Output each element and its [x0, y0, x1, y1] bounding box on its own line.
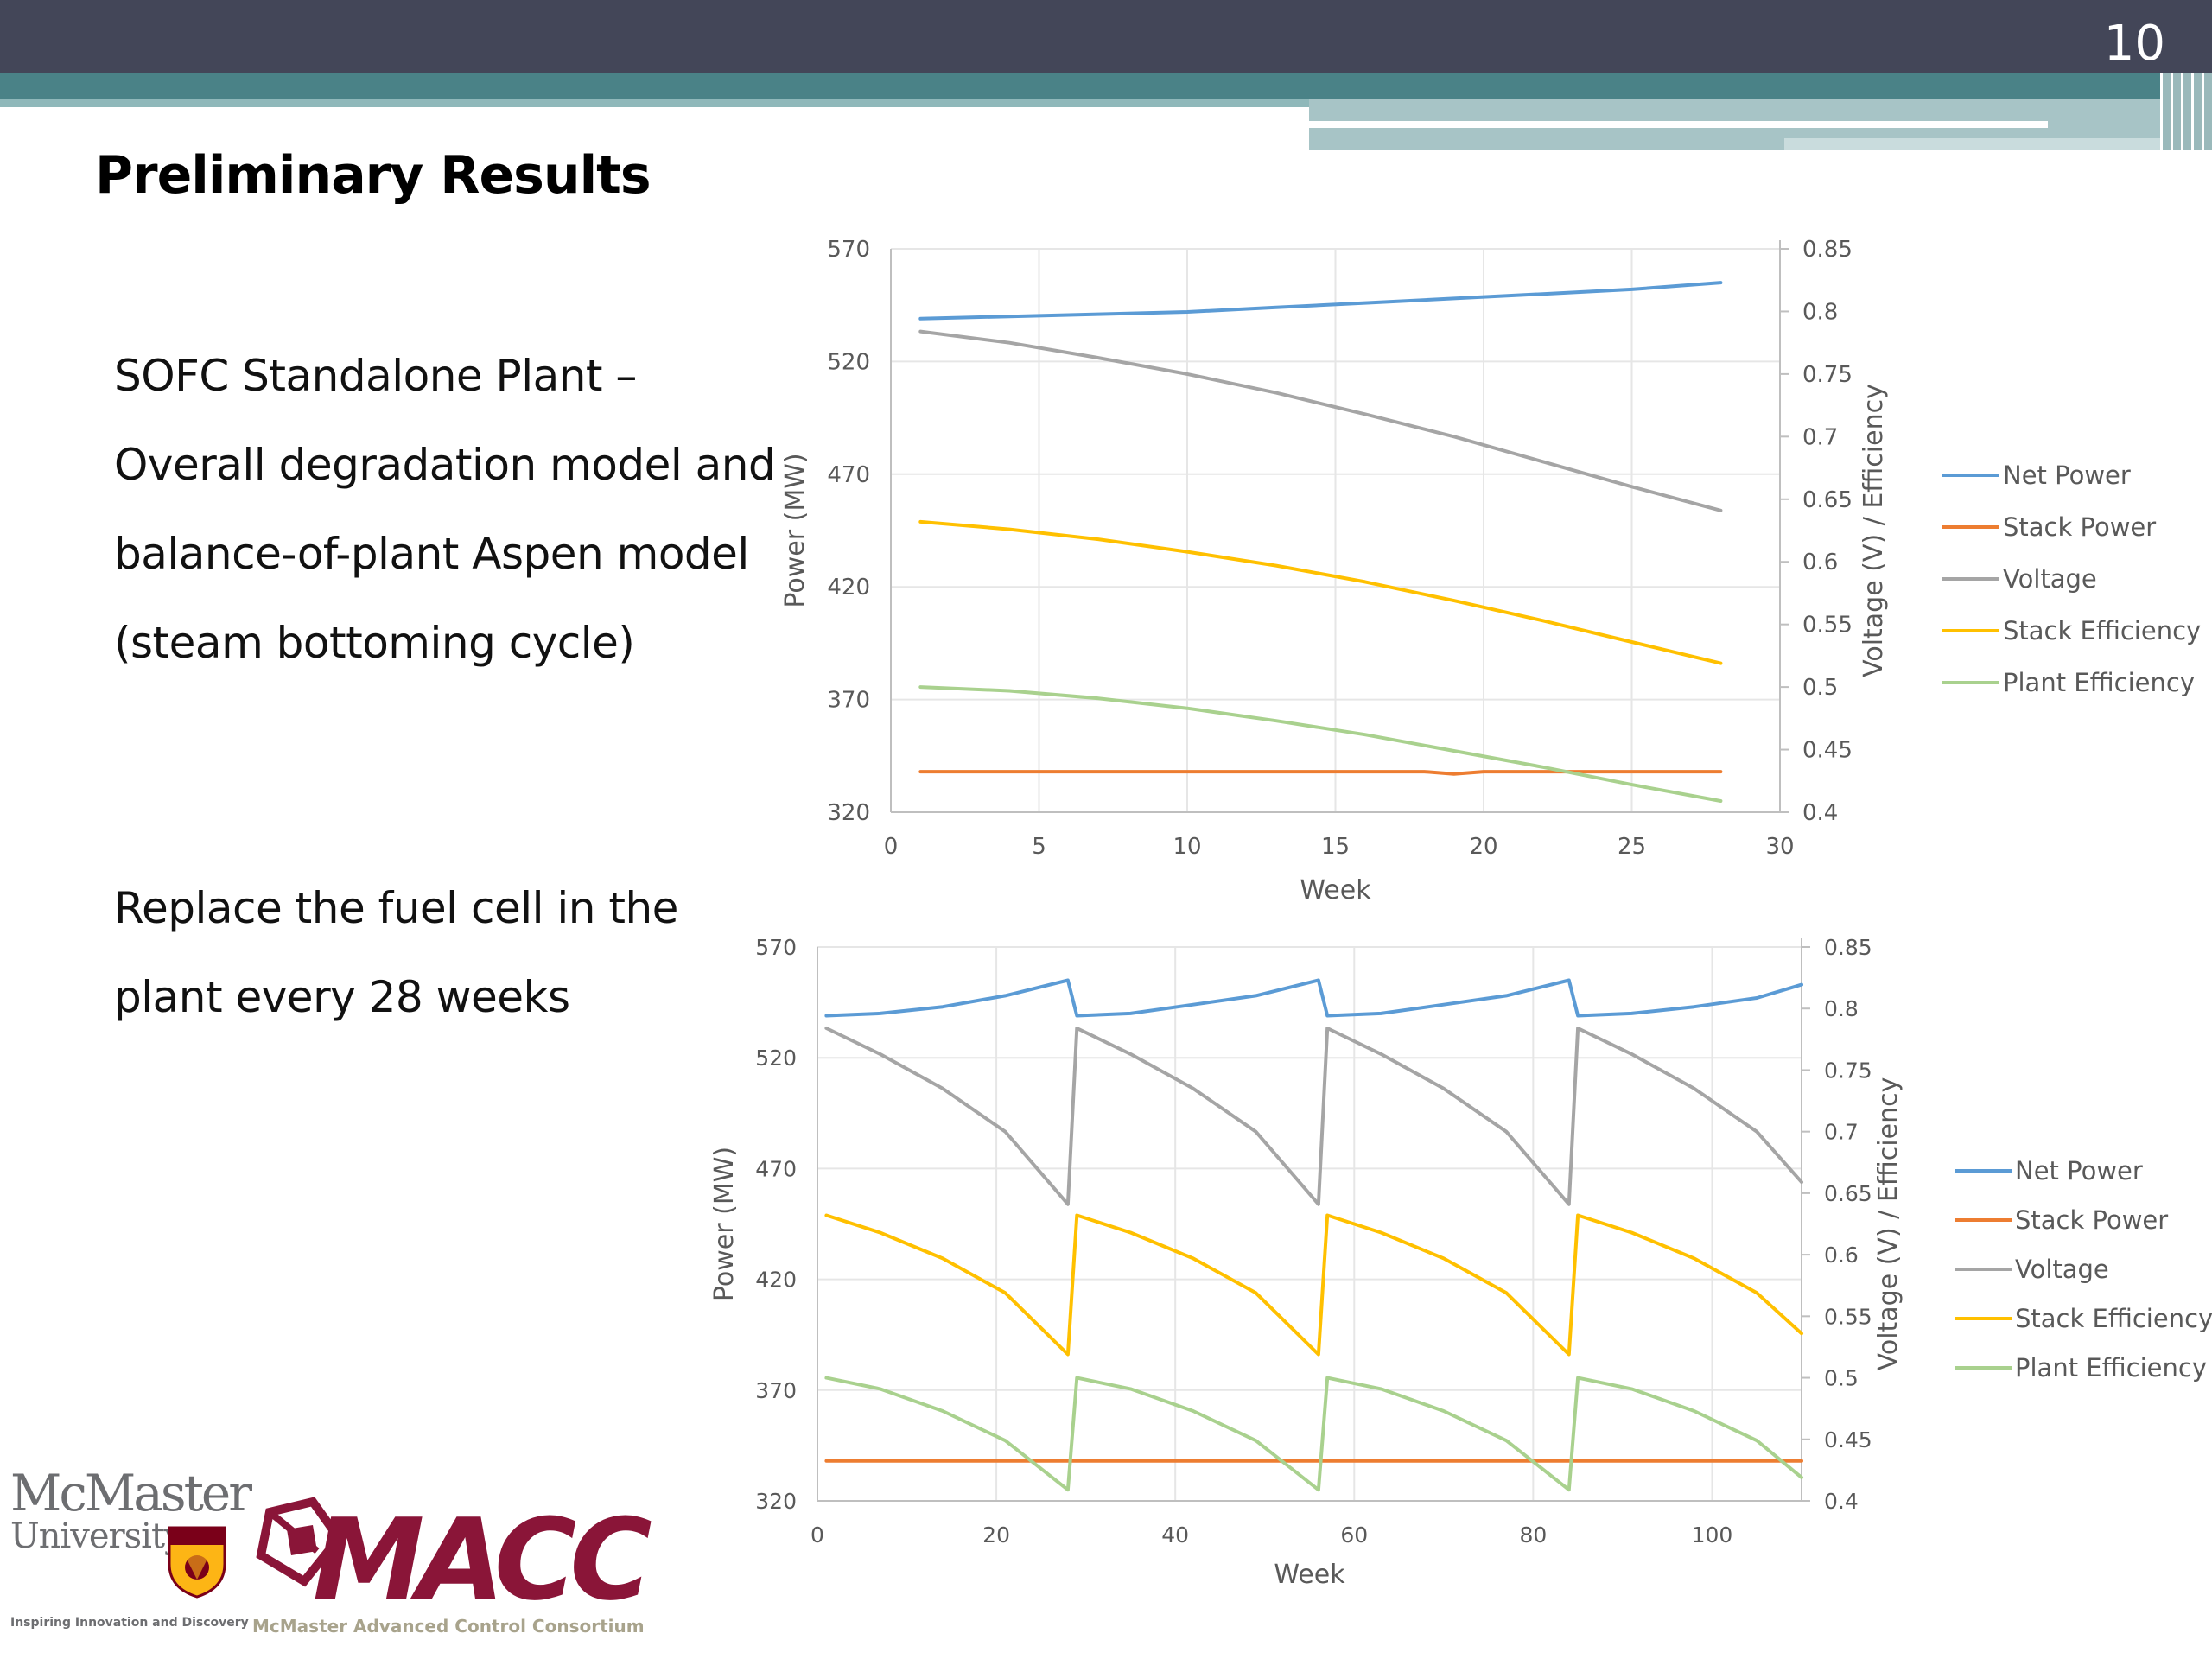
mcmaster-univ: University	[10, 1516, 184, 1556]
y2-tick-label: 0.45	[1824, 1427, 1872, 1452]
text-line: (steam bottoming cycle)	[114, 618, 635, 668]
series-line-stack-power	[918, 770, 1723, 776]
macc-emblem-icon	[256, 1497, 345, 1587]
crest-icon	[168, 1526, 226, 1599]
header-accent-strip	[0, 99, 1309, 107]
y-axis-title: Power (MW)	[709, 1147, 740, 1301]
x-axis-title: Week	[1300, 875, 1371, 906]
y-tick-label: 420	[827, 575, 870, 601]
y2-tick-label: 0.45	[1802, 738, 1853, 764]
macc-logo: MACC McMaster Advanced Control Consortiu…	[252, 1486, 652, 1642]
y2-tick-label: 0.65	[1802, 487, 1853, 513]
y-tick-label: 470	[755, 1156, 797, 1181]
y2-tick-label: 0.55	[1824, 1304, 1872, 1329]
x-tick-label: 100	[1692, 1522, 1733, 1548]
legend-label-voltage: Voltage	[2015, 1255, 2109, 1284]
legend-label-stack-efficiency: Stack Efficiency	[2003, 616, 2201, 645]
y-tick-label: 370	[755, 1378, 797, 1403]
macc-tagline: McMaster Advanced Control Consortium	[252, 1616, 645, 1637]
x-tick-label: 80	[1519, 1522, 1547, 1548]
x-tick-label: 5	[1032, 834, 1046, 860]
x-tick-label: 25	[1618, 834, 1646, 860]
legend-label-net-power: Net Power	[2003, 461, 2131, 490]
legend-label-plant-efficiency: Plant Efficiency	[2003, 668, 2195, 697]
y-tick-label: 420	[755, 1268, 797, 1293]
header-accent-band	[0, 73, 2212, 99]
y2-tick-label: 0.85	[1824, 935, 1872, 960]
y2-axis-title: Voltage (V) / Efficiency	[1873, 1077, 1904, 1371]
y2-tick-label: 0.85	[1802, 237, 1853, 263]
mcmaster-name: McMaster	[10, 1464, 252, 1522]
legend-label-net-power: Net Power	[2015, 1156, 2143, 1185]
y-tick-label: 320	[755, 1489, 797, 1514]
y-tick-label: 520	[827, 349, 870, 375]
y-tick-label: 570	[755, 935, 797, 960]
y2-tick-label: 0.5	[1802, 675, 1838, 701]
series-line-plant-efficiency	[918, 685, 1723, 803]
y2-tick-label: 0.5	[1824, 1366, 1859, 1391]
text-line: Overall degradation model and	[114, 440, 776, 490]
x-tick-label: 30	[1765, 834, 1794, 860]
series-line-net-power	[918, 281, 1723, 321]
series-line-voltage	[918, 329, 1723, 512]
legend-label-voltage: Voltage	[2003, 564, 2097, 594]
x-tick-label: 0	[884, 834, 899, 860]
y2-axis-title: Voltage (V) / Efficiency	[1859, 384, 1889, 677]
y2-tick-label: 0.8	[1802, 299, 1838, 325]
y2-tick-label: 0.4	[1802, 800, 1838, 826]
x-tick-label: 0	[810, 1522, 824, 1548]
y2-tick-label: 0.7	[1802, 424, 1838, 450]
y-tick-label: 370	[827, 688, 870, 714]
text-block-description: SOFC Standalone Plant – Overall degradat…	[114, 332, 776, 688]
header-accent-line	[1309, 121, 2048, 128]
y2-tick-label: 0.65	[1824, 1181, 1872, 1206]
series-line-stack-efficiency	[918, 519, 1723, 665]
header-bar	[0, 0, 2212, 73]
text-line: balance-of-plant Aspen model	[114, 529, 749, 579]
series-line-plant-efficiency	[824, 1376, 1803, 1492]
header-stripes	[2160, 73, 2212, 150]
mcmaster-logo: McMaster University Inspiring Innovation…	[10, 1468, 252, 1642]
slide-title: Preliminary Results	[95, 145, 652, 206]
y2-tick-label: 0.55	[1802, 613, 1853, 639]
series-line-net-power	[824, 978, 1803, 1018]
y2-tick-label: 0.75	[1824, 1058, 1872, 1083]
x-tick-label: 15	[1321, 834, 1350, 860]
series-line-voltage	[824, 1027, 1803, 1206]
legend-label-stack-efficiency: Stack Efficiency	[2015, 1304, 2212, 1333]
y-tick-label: 520	[755, 1046, 797, 1071]
y2-tick-label: 0.6	[1802, 550, 1838, 575]
y-tick-label: 470	[827, 462, 870, 488]
text-line: plant every 28 weeks	[114, 972, 570, 1022]
legend-label-stack-power: Stack Power	[2003, 512, 2156, 542]
text-block-replacement: Replace the fuel cell in the plant every…	[114, 864, 678, 1042]
mcmaster-tagline: Inspiring Innovation and Discovery	[10, 1616, 249, 1630]
x-tick-label: 10	[1173, 834, 1201, 860]
y2-tick-label: 0.6	[1824, 1243, 1859, 1268]
y2-tick-label: 0.8	[1824, 996, 1859, 1021]
x-axis-title: Week	[1274, 1560, 1345, 1590]
x-tick-label: 20	[1469, 834, 1497, 860]
y-tick-label: 320	[827, 800, 870, 826]
y2-tick-label: 0.4	[1824, 1489, 1859, 1514]
text-line: SOFC Standalone Plant –	[114, 351, 637, 401]
series-line-stack-efficiency	[824, 1213, 1803, 1357]
x-tick-label: 40	[1161, 1522, 1189, 1548]
macc-name: MACC	[313, 1494, 652, 1625]
y-tick-label: 570	[827, 237, 870, 263]
y-axis-title: Power (MW)	[780, 453, 810, 607]
legend-label-stack-power: Stack Power	[2015, 1205, 2168, 1235]
x-tick-label: 20	[982, 1522, 1010, 1548]
slide-number: 10	[2103, 16, 2165, 72]
header-accent-tail	[1784, 138, 2212, 150]
y2-tick-label: 0.75	[1802, 362, 1853, 388]
legend-label-plant-efficiency: Plant Efficiency	[2015, 1353, 2207, 1382]
y2-tick-label: 0.7	[1824, 1120, 1859, 1145]
x-tick-label: 60	[1340, 1522, 1368, 1548]
text-line: Replace the fuel cell in the	[114, 883, 678, 933]
